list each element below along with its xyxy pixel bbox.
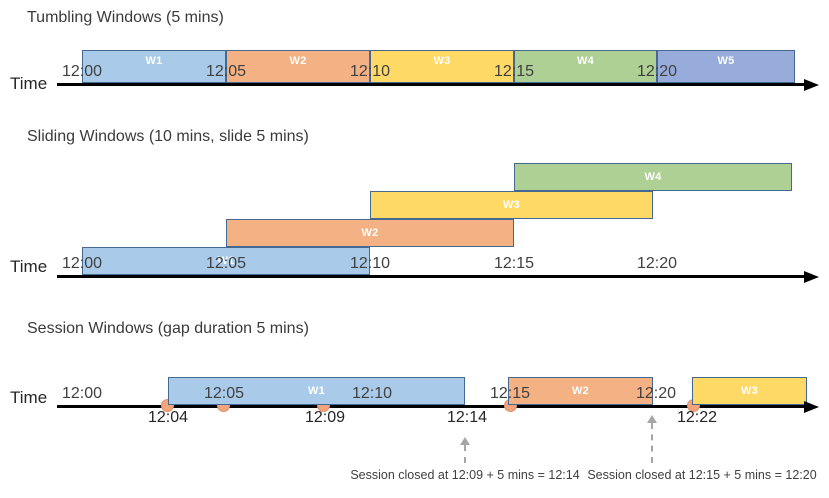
event-time-label: 12:14 bbox=[446, 409, 488, 426]
window-bar-w1: W1 bbox=[168, 377, 465, 405]
window-label: W1 bbox=[145, 55, 163, 67]
tick-label: 12:00 bbox=[61, 255, 103, 272]
window-bar-w4: W4 bbox=[514, 163, 792, 191]
event-time-label: 12:09 bbox=[304, 409, 346, 426]
window-label: W2 bbox=[289, 55, 307, 67]
window-label: W3 bbox=[433, 55, 451, 67]
event-dot bbox=[686, 399, 700, 412]
session-section-title: Session Windows (gap duration 5 mins) bbox=[27, 320, 309, 337]
event-dot bbox=[160, 399, 174, 412]
window-bar-w3: W3 bbox=[370, 191, 653, 219]
window-label: W3 bbox=[502, 199, 521, 211]
tick-label: 12:05 bbox=[203, 385, 245, 402]
session-close-annotation: Session closed at 12:09 + 5 mins = 12:14 bbox=[350, 468, 580, 482]
tick-label: 12:10 bbox=[351, 385, 393, 402]
tick-label: 12:05 bbox=[205, 255, 247, 272]
time-axis-line bbox=[57, 83, 805, 86]
window-label: W4 bbox=[576, 55, 595, 67]
window-bar-w1: W1 bbox=[82, 50, 226, 83]
annotation-arrow-line bbox=[464, 445, 466, 463]
window-bar-w3: W3 bbox=[370, 50, 514, 83]
window-label: W2 bbox=[571, 385, 590, 397]
tick-label: 12:05 bbox=[205, 63, 247, 80]
window-bar-w2: W2 bbox=[226, 50, 370, 83]
window-label: W1 bbox=[307, 385, 326, 397]
time-axis-line bbox=[57, 405, 805, 408]
event-time-label: 12:04 bbox=[147, 409, 189, 426]
event-dot bbox=[503, 399, 517, 412]
tick-label: 12:10 bbox=[349, 63, 391, 80]
window-label: W5 bbox=[717, 55, 735, 67]
window-bar-w3: W3 bbox=[692, 377, 807, 405]
annotation-arrow-icon bbox=[647, 415, 657, 423]
time-axis-label: Time bbox=[10, 74, 48, 93]
event-dot bbox=[316, 399, 330, 412]
time-axis-line bbox=[57, 275, 805, 278]
annotation-arrow-line bbox=[651, 423, 653, 463]
window-bar-w4: W4 bbox=[514, 50, 657, 83]
event-time-label: 12:22 bbox=[676, 409, 718, 426]
window-bar-w1: W1 bbox=[82, 247, 370, 275]
tick-label: 12:15 bbox=[493, 63, 535, 80]
axis-arrowhead-icon bbox=[804, 270, 819, 283]
tick-label: 12:20 bbox=[635, 385, 677, 402]
tick-label: 12:15 bbox=[493, 255, 535, 272]
tick-label: 12:10 bbox=[349, 255, 391, 272]
axis-arrowhead-icon bbox=[804, 400, 819, 413]
event-dot bbox=[216, 399, 230, 412]
window-bar-w5: W5 bbox=[657, 50, 795, 83]
annotation-arrow-icon bbox=[460, 437, 470, 445]
tick-label: 12:15 bbox=[489, 385, 531, 402]
time-axis-label: Time bbox=[10, 388, 48, 407]
tick-label: 12:00 bbox=[61, 385, 103, 402]
window-bar-w2: W2 bbox=[226, 219, 514, 247]
window-label: W1 bbox=[217, 255, 235, 267]
tick-label: 12:20 bbox=[636, 255, 678, 272]
time-axis-label: Time bbox=[10, 257, 48, 276]
tumbling-section-title: Tumbling Windows (5 mins) bbox=[27, 9, 224, 26]
window-label: W4 bbox=[644, 171, 662, 183]
window-label: W2 bbox=[361, 227, 379, 239]
window-label: W3 bbox=[740, 385, 759, 397]
sliding-section-title: Sliding Windows (10 mins, slide 5 mins) bbox=[27, 128, 309, 145]
tick-label: 12:20 bbox=[636, 63, 678, 80]
session-close-annotation: Session closed at 12:15 + 5 mins = 12:20 bbox=[587, 468, 817, 482]
axis-arrowhead-icon bbox=[804, 78, 819, 91]
window-bar-w2: W2 bbox=[508, 377, 653, 405]
tick-label: 12:00 bbox=[61, 63, 103, 80]
